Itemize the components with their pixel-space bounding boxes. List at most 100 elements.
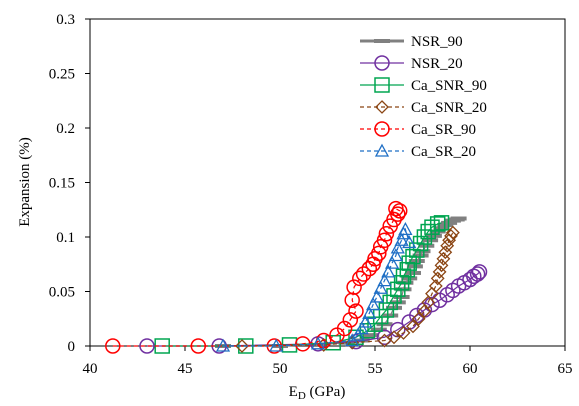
data-point-ca-sr-20 — [269, 338, 284, 352]
data-point-ca-snr-20 — [396, 326, 411, 340]
data-point-ca-sr-90 — [348, 303, 364, 319]
data-point-ca-snr-20 — [406, 319, 420, 334]
data-point-ca-snr-90 — [433, 215, 450, 231]
x-tick-label: 40 — [83, 361, 98, 377]
data-point-ca-snr-20 — [428, 279, 443, 293]
y-tick-label: 0.1 — [56, 230, 75, 246]
plot-area-frame — [89, 18, 566, 347]
data-point-ca-sr-90 — [355, 266, 372, 282]
data-point-ca-sr-90 — [336, 320, 353, 337]
y-tick-label: 0.2 — [56, 121, 75, 137]
y-tick-label: 0.15 — [49, 176, 75, 192]
data-point-ca-sr-90 — [371, 245, 387, 262]
series-ca-snr-20 — [235, 225, 460, 353]
data-point-ca-sr-20 — [394, 232, 409, 246]
series-ca-sr-20 — [215, 222, 417, 352]
data-point-ca-sr-20 — [358, 314, 373, 328]
y-tick-label: 0.05 — [49, 285, 75, 301]
data-point-ca-snr-20 — [432, 264, 447, 279]
series-line-nsr-90 — [223, 217, 459, 347]
data-point-ca-sr-20 — [362, 305, 377, 319]
legend-label-ca-sr-90: Ca_SR_90 — [411, 122, 476, 138]
data-point-ca-snr-20 — [411, 311, 426, 326]
data-point-ca-snr-20 — [445, 225, 460, 240]
data-point-ca-sr-90 — [346, 279, 362, 295]
data-point-ca-snr-20 — [235, 339, 249, 353]
data-point-ca-sr-90 — [388, 200, 404, 217]
x-axis-label: ED (GPa) — [289, 384, 346, 401]
y-axis-ticks: 0 0.05 0.1 0.15 0.2 0.25 0.3 — [49, 12, 90, 355]
data-point-ca-sr-20 — [402, 235, 417, 249]
data-point-ca-snr-20 — [421, 295, 436, 310]
data-series — [105, 200, 488, 354]
legend-marker-ca-snr-20 — [375, 100, 389, 114]
data-point-ca-sr-90 — [342, 312, 359, 328]
y-axis-label: Expansion (%) — [17, 137, 33, 227]
x-axis-ticks: 40 45 50 55 60 65 — [83, 346, 573, 377]
legend-item-ca-sr-20: Ca_SR_20 — [360, 143, 476, 160]
x-tick-label: 60 — [463, 361, 478, 377]
data-point-ca-sr-20 — [390, 240, 405, 254]
legend-marker-ca-sr-90 — [374, 121, 390, 137]
data-point-ca-snr-20 — [434, 258, 449, 273]
data-point-ca-sr-20 — [369, 289, 384, 303]
data-point-ca-sr-90 — [105, 338, 121, 354]
data-point-ca-sr-20 — [377, 273, 392, 287]
legend-label-ca-snr-90: Ca_SNR_90 — [411, 78, 487, 94]
x-tick-label: 45 — [178, 361, 193, 377]
legend-label-nsr-20: NSR_20 — [411, 56, 463, 72]
legend-item-ca-snr-90: Ca_SNR_90 — [360, 77, 487, 94]
legend-item-ca-sr-90: Ca_SR_90 — [360, 121, 476, 138]
legend-label-ca-snr-20: Ca_SNR_20 — [411, 100, 487, 116]
data-point-ca-snr-20 — [417, 304, 432, 319]
y-tick-label: 0 — [68, 339, 76, 355]
data-point-ca-sr-90 — [391, 203, 408, 219]
legend-label-ca-sr-20: Ca_SR_20 — [411, 144, 476, 160]
legend-marker-ca-snr-90 — [374, 77, 390, 93]
data-point-ca-sr-20 — [381, 264, 396, 278]
data-point-ca-sr-20 — [215, 338, 231, 352]
data-point-nsr-20 — [376, 329, 393, 346]
x-tick-label: 65 — [558, 361, 573, 377]
series-ca-sr-90 — [105, 200, 408, 354]
x-axis-label-main: E — [289, 384, 298, 400]
data-point-ca-sr-90 — [378, 225, 395, 242]
data-point-nsr-20 — [471, 264, 488, 280]
series-nsr-20 — [139, 264, 488, 354]
data-point-ca-sr-20 — [354, 321, 369, 335]
x-axis-label-unit: (GPa) — [306, 384, 346, 400]
data-point-ca-snr-20 — [436, 251, 451, 266]
data-point-ca-sr-90 — [376, 232, 393, 249]
legend-label-nsr-90: NSR_90 — [411, 34, 463, 50]
y-tick-label: 0.3 — [56, 12, 75, 28]
data-point-ca-snr-90 — [429, 216, 446, 232]
x-tick-label: 50 — [273, 361, 288, 377]
x-tick-label: 55 — [368, 361, 383, 377]
legend-marker-ca-sr-20 — [374, 143, 390, 157]
data-point-ca-sr-20 — [373, 280, 388, 294]
data-point-ca-snr-90 — [325, 334, 341, 351]
data-point-ca-sr-90 — [190, 338, 207, 354]
data-point-nsr-20 — [462, 271, 478, 288]
legend-marker-nsr-20 — [374, 55, 390, 71]
data-point-ca-sr-20 — [310, 336, 326, 350]
data-point-nsr-20 — [469, 266, 486, 282]
series-line-nsr-20 — [147, 271, 480, 347]
legend-item-nsr-90: NSR_90 — [360, 34, 463, 50]
data-point-ca-snr-20 — [444, 228, 458, 243]
series-ca-snr-90 — [154, 215, 450, 354]
data-point-ca-snr-90 — [424, 219, 440, 235]
data-point-ca-sr-20 — [388, 248, 403, 262]
y-tick-label: 0.25 — [49, 67, 75, 83]
data-point-ca-sr-20 — [350, 327, 365, 341]
data-point-ca-sr-20 — [366, 297, 381, 311]
data-point-ca-snr-20 — [387, 330, 401, 345]
data-point-ca-sr-90 — [352, 270, 368, 287]
data-point-nsr-20 — [390, 321, 406, 338]
data-point-nsr-20 — [139, 338, 155, 354]
series-nsr-90 — [215, 216, 467, 348]
x-axis-label-subscript: D — [298, 390, 306, 401]
legend-item-ca-snr-20: Ca_SNR_20 — [360, 100, 487, 116]
